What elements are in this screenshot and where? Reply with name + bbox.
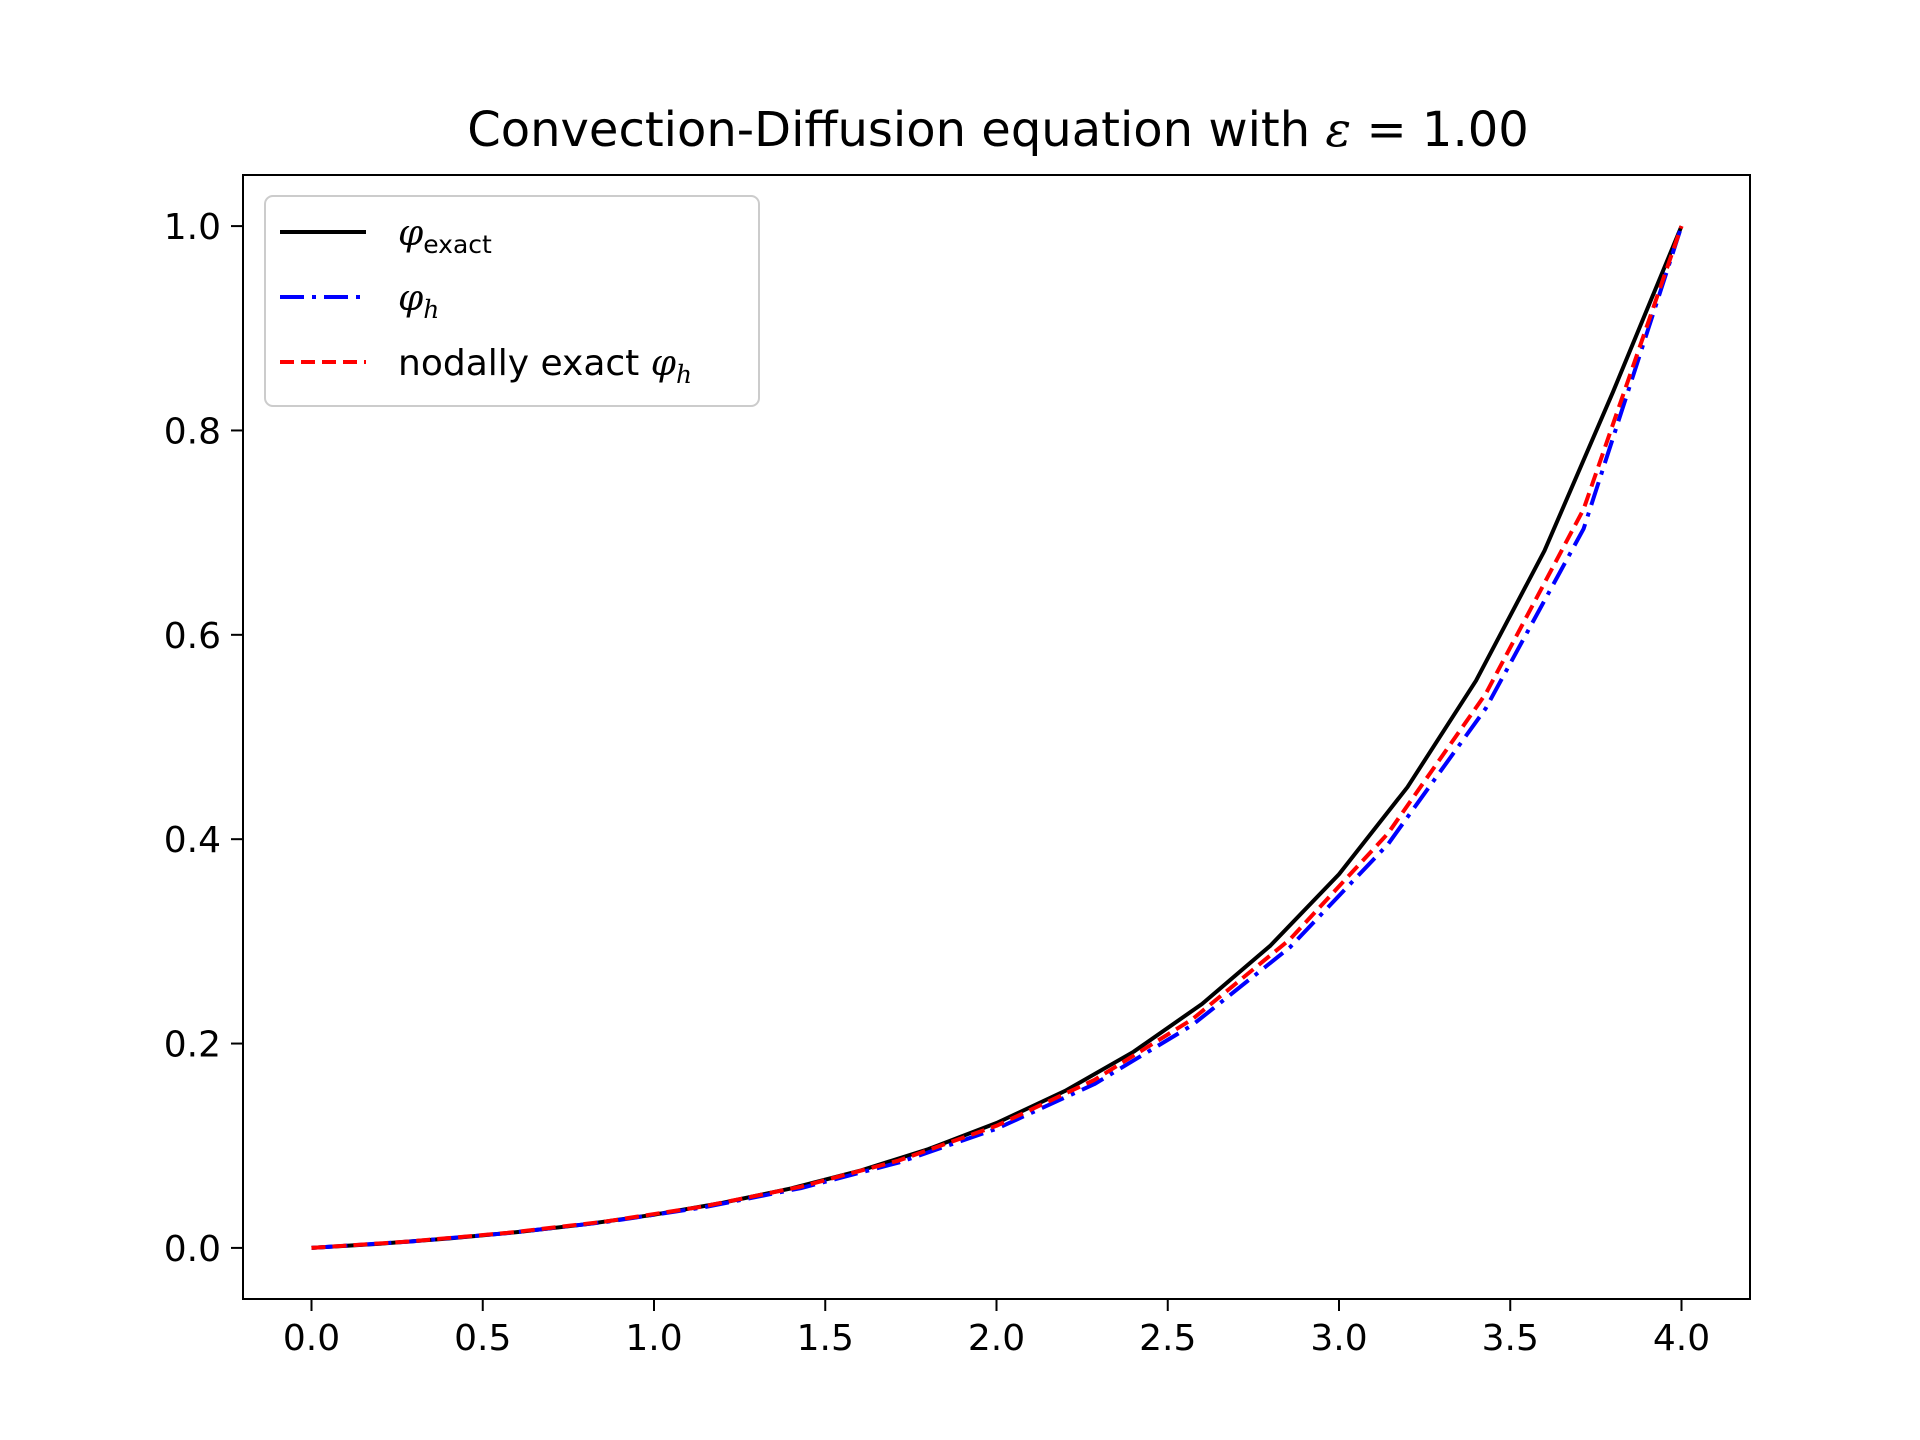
y-tick-label: 0.2 (164, 1025, 221, 1066)
legend-box (264, 195, 760, 407)
legend-label-fem: φh (398, 278, 439, 324)
y-tick-label: 0.6 (164, 616, 221, 657)
y-tick-label: 0.4 (164, 820, 221, 861)
legend-sub-nodal: h (676, 360, 692, 389)
x-tick-label: 2.5 (1139, 1318, 1196, 1359)
legend: φexact φh nodally exact φh (264, 195, 760, 407)
x-tick-label: 0.5 (454, 1318, 511, 1359)
x-axis: 0.0 0.5 1.0 1.5 2.0 2.5 3.0 3.5 4.0 (283, 1299, 1710, 1359)
chart-title-symbol: ε (1325, 102, 1351, 158)
chart-title-value: = 1.00 (1351, 102, 1529, 158)
legend-phi-exact: φ (398, 213, 424, 254)
x-tick-label: 0.0 (283, 1318, 340, 1359)
y-tick-label: 0.0 (164, 1229, 221, 1270)
legend-phi-fem: φ (398, 278, 424, 319)
series-line-nodal (311, 225, 1684, 1250)
legend-prefix-nodal: nodally exact (398, 343, 651, 384)
y-tick-label: 1.0 (164, 207, 221, 248)
x-tick-label: 3.5 (1482, 1318, 1539, 1359)
chart-title: Convection-Diffusion equation with ε = 1… (467, 102, 1529, 158)
legend-phi-nodal: φ (651, 343, 677, 384)
legend-sub-exact: exact (423, 230, 492, 259)
series-layer (311, 225, 1684, 1250)
chart-title-text: Convection-Diffusion equation with (467, 102, 1325, 158)
x-tick-label: 1.0 (625, 1318, 682, 1359)
legend-label-nodal: nodally exact φh (398, 343, 692, 389)
x-tick-label: 2.0 (968, 1318, 1025, 1359)
x-tick-label: 1.5 (797, 1318, 854, 1359)
y-axis: 0.0 0.2 0.4 0.6 0.8 1.0 (164, 207, 243, 1270)
x-tick-label: 3.0 (1310, 1318, 1367, 1359)
y-tick-label: 0.8 (164, 411, 221, 452)
x-tick-label: 4.0 (1653, 1318, 1710, 1359)
legend-sub-fem: h (423, 295, 439, 324)
series-line-fem (311, 225, 1684, 1250)
legend-label-exact: φexact (398, 213, 492, 259)
